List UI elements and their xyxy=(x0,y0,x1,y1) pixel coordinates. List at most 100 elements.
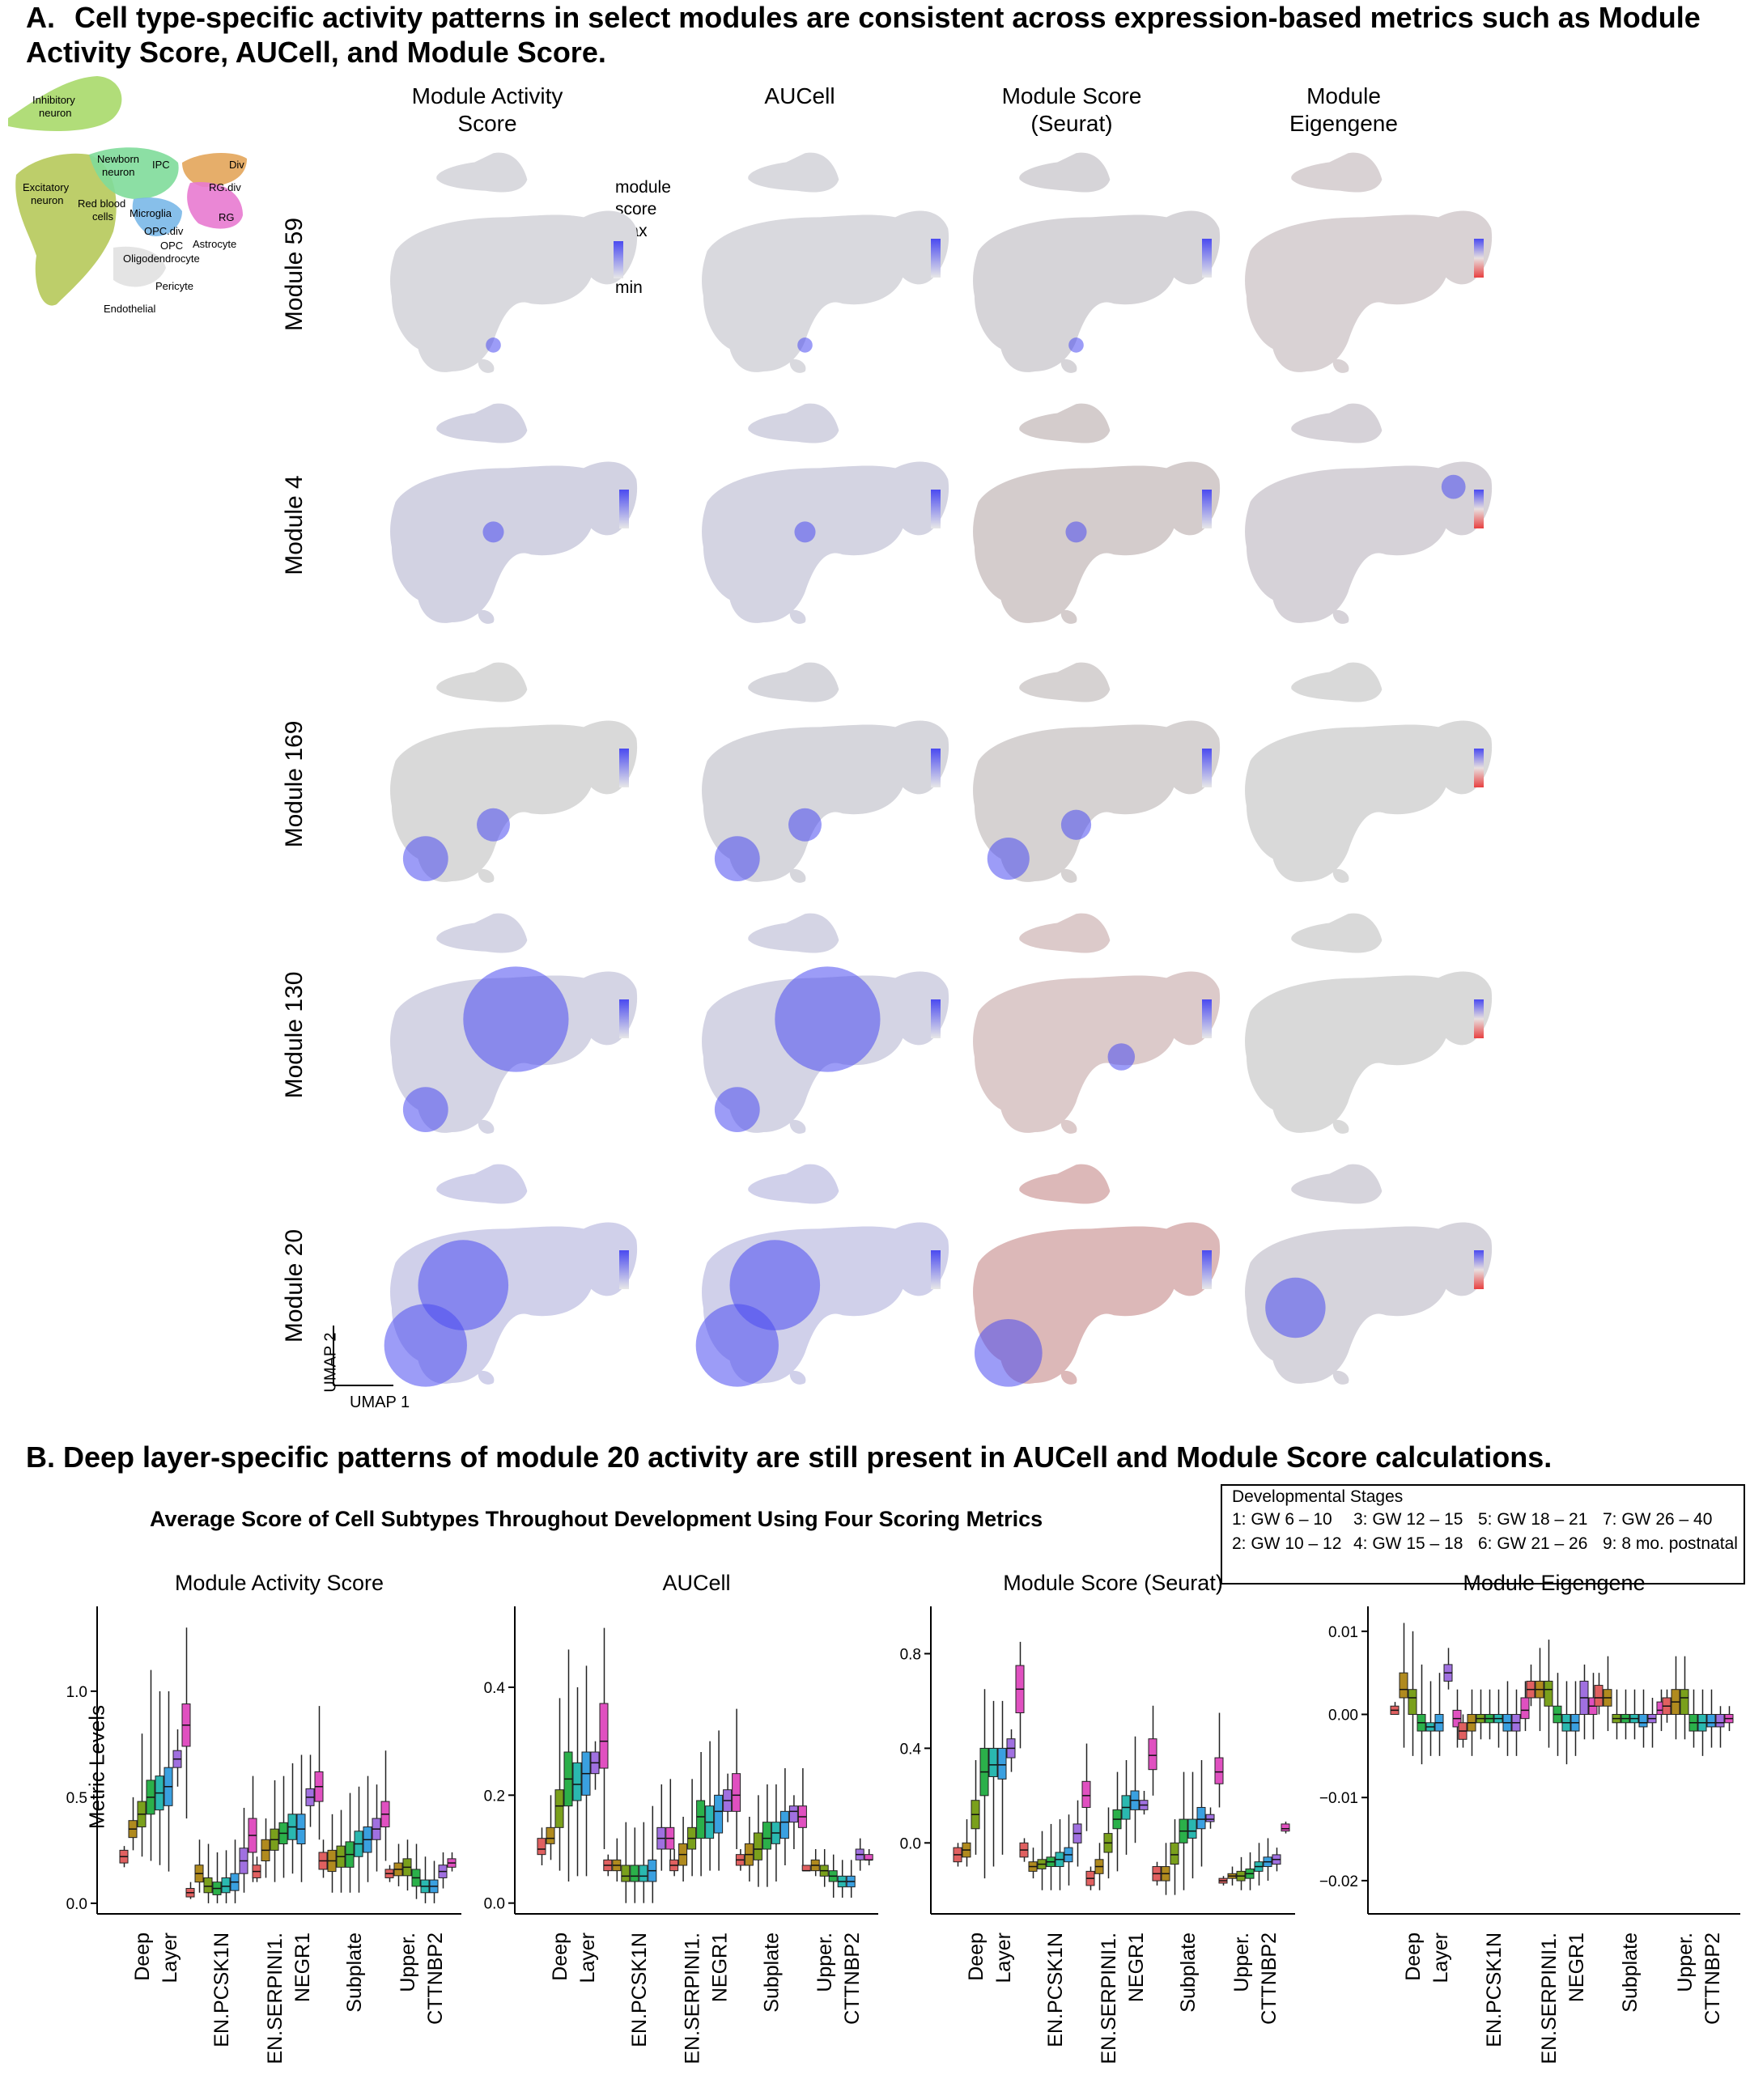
col-header-line2: Eigengene xyxy=(1289,111,1398,136)
panel-a-title-text: Cell type-specific activity patterns in … xyxy=(26,1,1701,69)
umap-plot xyxy=(973,152,1221,373)
umap-grid xyxy=(384,152,1493,1387)
umap-highlight xyxy=(794,521,816,543)
category-label: Layer xyxy=(992,1932,1015,1983)
umap-highlight xyxy=(486,337,501,353)
stage-legend-title: Developmental Stages xyxy=(1232,1487,1404,1506)
color-scale-bar xyxy=(1474,239,1484,278)
y-tick-label: 0.01 xyxy=(1328,1624,1358,1641)
region-rg xyxy=(187,182,243,229)
umap-plot xyxy=(390,662,638,883)
umap-highlight xyxy=(418,1240,509,1330)
box xyxy=(599,1703,609,1769)
box xyxy=(1196,1806,1206,1830)
umap-cells-base xyxy=(1245,662,1493,883)
umap-plot xyxy=(390,403,638,624)
y-tick-label: 0.8 xyxy=(900,1646,921,1663)
region-newborn xyxy=(89,147,179,199)
box xyxy=(639,1865,648,1882)
color-scale-bar xyxy=(1474,490,1484,528)
box-chart-title: AUCell xyxy=(662,1571,730,1595)
ref-label-redblood-2: cells xyxy=(92,210,114,223)
ref-label-microglia: Microglia xyxy=(130,207,172,219)
umap-cells-base xyxy=(1245,913,1493,1134)
color-scale-bar xyxy=(1202,239,1212,278)
y-tick-label: 0.00 xyxy=(1328,1708,1358,1725)
category-label: EN.PCSK1N xyxy=(628,1932,651,2047)
stage-legend-item-1: 1: GW 6 – 10 xyxy=(1232,1510,1332,1529)
umap-cells-base xyxy=(973,403,1221,624)
category-label: CTTNBP2 xyxy=(841,1932,864,2025)
panel-a-title: A. Cell type-specific activity patterns i… xyxy=(26,0,1734,70)
region-excitatory xyxy=(15,153,117,306)
umap-plot xyxy=(702,403,949,624)
color-scale-bar xyxy=(931,1250,941,1289)
umap-plot xyxy=(702,913,949,1134)
category-label: NEGR1 xyxy=(709,1932,732,2002)
ref-label-rg: RG xyxy=(219,211,235,223)
y-tick-label: 0.0 xyxy=(900,1835,921,1852)
category-label: NEGR1 xyxy=(291,1932,314,2002)
box xyxy=(1706,1714,1716,1728)
box xyxy=(1408,1689,1417,1716)
box xyxy=(732,1773,741,1812)
color-scale-bar xyxy=(1202,749,1212,787)
umap-plot xyxy=(1245,403,1493,624)
umap-highlight xyxy=(477,808,510,842)
umap-plot xyxy=(390,152,638,373)
col-header-line2: (Seurat) xyxy=(1030,111,1113,136)
col-header-line1: Module Score xyxy=(1001,83,1142,108)
umap-highlight xyxy=(729,1240,821,1330)
umap-highlight xyxy=(714,1087,760,1132)
umap-cells-base xyxy=(973,913,1221,1134)
umap-cells-base xyxy=(702,403,949,624)
col-header-line2: Score xyxy=(457,111,517,136)
box xyxy=(621,1865,631,1882)
box xyxy=(753,1832,762,1860)
box xyxy=(1594,1685,1603,1707)
umap-plot xyxy=(1245,913,1493,1134)
col-header-aucell: AUCell xyxy=(678,83,921,110)
col-header-activity-score: Module Activity Score xyxy=(366,83,609,138)
color-scale-bar xyxy=(619,749,629,787)
color-scale-bar xyxy=(619,490,629,528)
box xyxy=(203,1877,213,1894)
y-tick-label: 0.0 xyxy=(484,1896,505,1913)
umap-x-label: UMAP 1 xyxy=(350,1394,410,1411)
umap-cells-base xyxy=(390,403,638,624)
umap-cells-base xyxy=(973,152,1221,373)
color-scale-bar xyxy=(1202,999,1212,1038)
box xyxy=(546,1826,555,1844)
y-tick-label: 0.2 xyxy=(484,1788,505,1805)
category-label: Deep xyxy=(549,1932,571,1981)
panel-b-title: B. Deep layer-specific patterns of modul… xyxy=(26,1440,1552,1474)
umap-highlight xyxy=(463,966,569,1072)
scale-legend-min: min xyxy=(615,278,643,297)
col-header-eigengene: Module Eigengene xyxy=(1222,83,1465,138)
box xyxy=(788,1805,798,1823)
umap-highlight xyxy=(1107,1043,1136,1071)
umap-plot xyxy=(973,403,1221,624)
umap-plot xyxy=(702,662,949,883)
category-label: Subplate xyxy=(343,1932,366,2013)
umap-plot xyxy=(1245,662,1493,883)
stage-legend-item-3: 3: GW 12 – 15 xyxy=(1353,1510,1463,1529)
box-chart-title: Module Eigengene xyxy=(1463,1571,1645,1595)
box xyxy=(572,1762,582,1801)
box-chart-panel: AUCell 0.0 0.2 0.4 Deep Layer EN.PCSK1N EN.SERP… xyxy=(484,1571,878,2064)
umap-cells-base xyxy=(1245,1164,1493,1385)
ref-label-rgdiv: RG.div xyxy=(209,181,241,193)
box xyxy=(221,1877,231,1894)
col-header-module-score: Module Score (Seurat) xyxy=(950,83,1193,138)
category-label: EN.PCSK1N xyxy=(1044,1932,1067,2047)
color-scale-bar xyxy=(1474,749,1484,787)
box xyxy=(864,1854,873,1860)
category-label: Upper. xyxy=(813,1932,836,1992)
umap-highlight xyxy=(1265,1277,1326,1338)
umap-cells-base xyxy=(390,152,638,373)
box xyxy=(696,1800,706,1839)
umap-plot xyxy=(973,1164,1221,1387)
box xyxy=(1214,1757,1224,1784)
category-label: EN.SERPINI1. xyxy=(1098,1932,1120,2064)
